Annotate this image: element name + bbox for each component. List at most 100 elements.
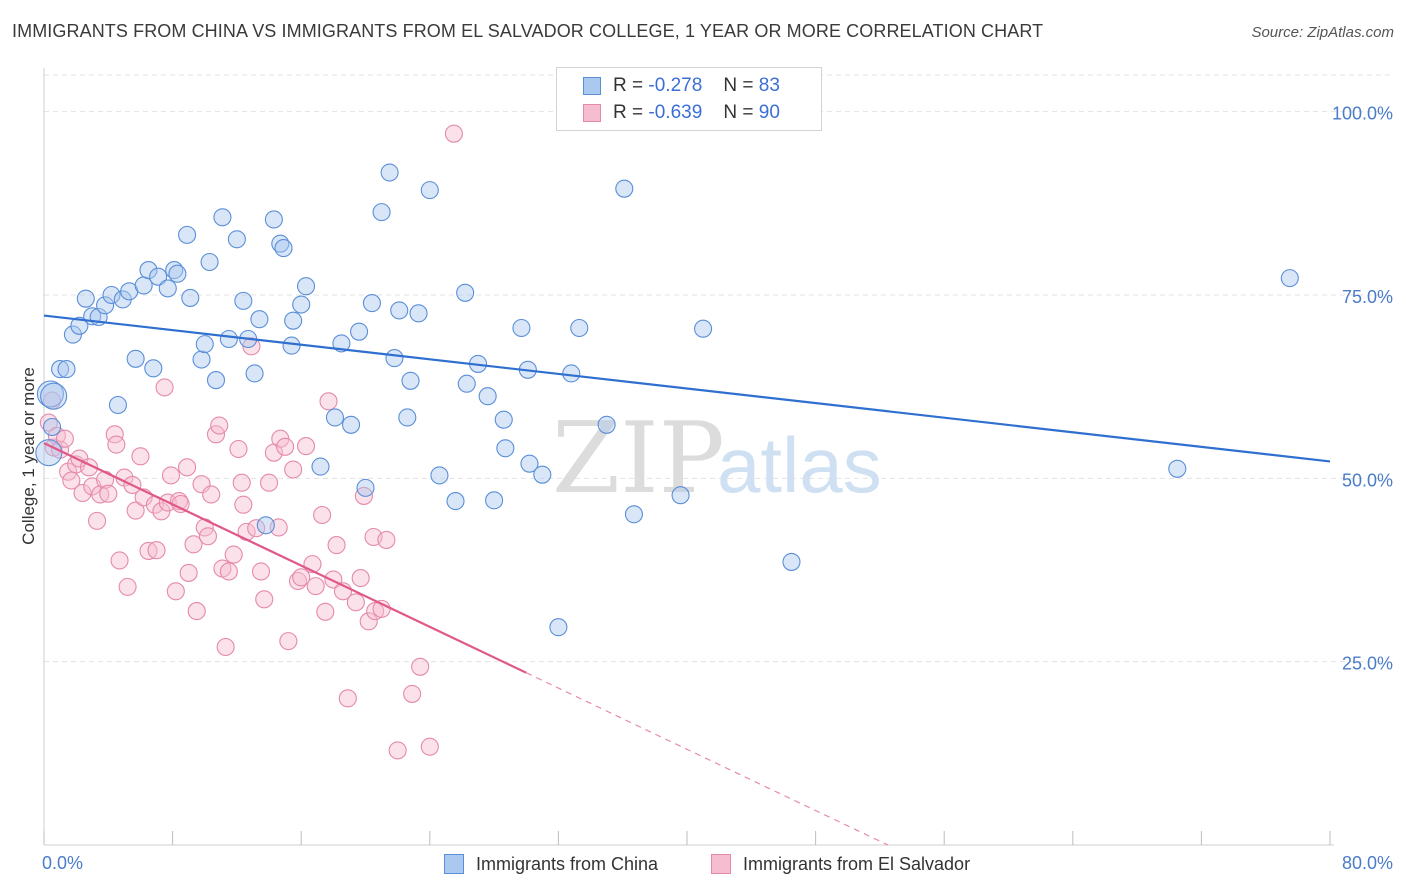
tick-labels: 25.0% 50.0% 75.0% 100.0% 0.0% 80.0%: [42, 104, 1393, 873]
china-point: [325, 408, 345, 427]
el-salvador-point: [279, 632, 298, 651]
china-point: [264, 210, 283, 229]
legend-n-value-china: 83: [758, 75, 780, 96]
el-salvador-point: [411, 657, 430, 676]
y-tick-label: 50.0%: [1342, 470, 1393, 490]
china-point: [671, 486, 690, 505]
gridlines: [44, 74, 1390, 663]
legend-r-value-china: -0.278: [648, 75, 703, 96]
china-point: [624, 505, 644, 524]
china-point: [108, 395, 127, 415]
legend-r-value-el-salvador: -0.639: [648, 102, 703, 123]
y-tick-label: 100.0%: [1332, 104, 1393, 124]
china-point: [282, 336, 301, 355]
china-point: [149, 267, 168, 286]
legend-label-el-salvador: Immigrants from El Salvador: [743, 853, 971, 874]
el-salvador-point: [444, 124, 463, 143]
el-salvador-point: [198, 527, 218, 546]
china-point: [144, 359, 163, 378]
china-point: [615, 179, 634, 198]
china-point: [549, 618, 568, 637]
china-point: [227, 230, 246, 249]
el-salvador-point: [346, 593, 365, 612]
china-point: [206, 371, 226, 390]
el-salvador-point: [229, 439, 248, 459]
correlation-legend: R = -0.278 N = 83 R = -0.639 N = 90: [556, 67, 822, 131]
china-point: [570, 318, 589, 338]
china-point: [181, 288, 200, 307]
el-salvador-point: [73, 483, 92, 503]
el-salvador-point: [219, 562, 238, 581]
china-point: [694, 319, 713, 338]
el-salvador-trend-line: [43, 442, 527, 674]
legend-item-china: Immigrants from China: [444, 850, 658, 878]
china-point: [311, 457, 330, 476]
el-salvador-point: [161, 466, 181, 485]
china-swatch: [583, 77, 601, 95]
chart-title: IMMIGRANTS FROM CHINA VS IMMIGRANTS FROM…: [12, 21, 1044, 41]
el-salvador-point: [403, 684, 422, 703]
el-salvador-point: [351, 569, 370, 588]
el-salvador-point: [319, 392, 338, 411]
el-salvador-point: [284, 460, 303, 479]
watermark-atlas: atlas: [717, 421, 882, 509]
legend-n-value-el-salvador: 90: [758, 102, 780, 123]
china-point: [446, 492, 465, 511]
watermark: ZIP atlas: [552, 402, 882, 516]
legend-r-label: R =: [613, 102, 644, 123]
china-point: [192, 350, 211, 369]
china-point: [102, 285, 121, 305]
el-salvador-point: [234, 495, 253, 514]
china-point: [296, 277, 316, 296]
el-salvador-point: [232, 473, 251, 492]
china-point: [1168, 459, 1187, 478]
china-point: [562, 364, 581, 383]
china-point: [158, 279, 177, 298]
el-salvador-point: [388, 741, 407, 760]
china-point: [341, 415, 361, 434]
el-salvador-point: [166, 582, 185, 601]
x-tick-label: 80.0%: [1342, 853, 1393, 873]
legend-row-china: R = -0.278 N = 83: [557, 73, 780, 99]
y-axis-label: College, 1 year or more: [19, 367, 38, 545]
legend-row-el-salvador: R = -0.639 N = 90: [557, 100, 780, 126]
source-credit: Source: ZipAtlas.com: [1251, 24, 1394, 41]
el-salvador-point: [184, 535, 203, 554]
china-point: [284, 311, 303, 330]
china-point: [35, 439, 63, 467]
china-point: [362, 294, 381, 313]
el-salvador-swatch: [583, 104, 601, 122]
china-point: [409, 304, 428, 323]
el-salvador-point: [259, 473, 279, 492]
el-salvador-point: [55, 429, 74, 448]
el-salvador-point: [224, 545, 243, 564]
china-point: [42, 417, 62, 437]
el-salvador-point: [210, 416, 229, 435]
china-point: [356, 478, 375, 497]
el-salvador-point: [306, 577, 325, 596]
china-point: [385, 349, 404, 368]
legend-item-el-salvador: Immigrants from El Salvador: [711, 850, 970, 878]
china-point: [456, 283, 475, 302]
y-tick-label: 75.0%: [1342, 287, 1393, 307]
china-point: [457, 374, 476, 393]
y-tick-label: 25.0%: [1342, 654, 1393, 674]
china-point: [350, 322, 369, 341]
china-point: [390, 301, 409, 320]
el-salvador-point: [316, 602, 335, 621]
china-point: [57, 360, 76, 379]
watermark-zip: ZIP: [552, 402, 725, 516]
el-salvador-point: [107, 435, 126, 454]
series-china-points: [35, 163, 1299, 637]
el-salvador-point: [359, 612, 378, 631]
el-salvador-point: [251, 562, 271, 581]
china-point: [139, 261, 158, 280]
el-salvador-point: [202, 485, 221, 504]
china-point: [478, 387, 497, 406]
china-point: [496, 439, 515, 458]
china-point: [782, 552, 801, 571]
china-point: [178, 225, 197, 244]
china-point: [168, 264, 187, 283]
el-salvador-point: [118, 577, 137, 596]
